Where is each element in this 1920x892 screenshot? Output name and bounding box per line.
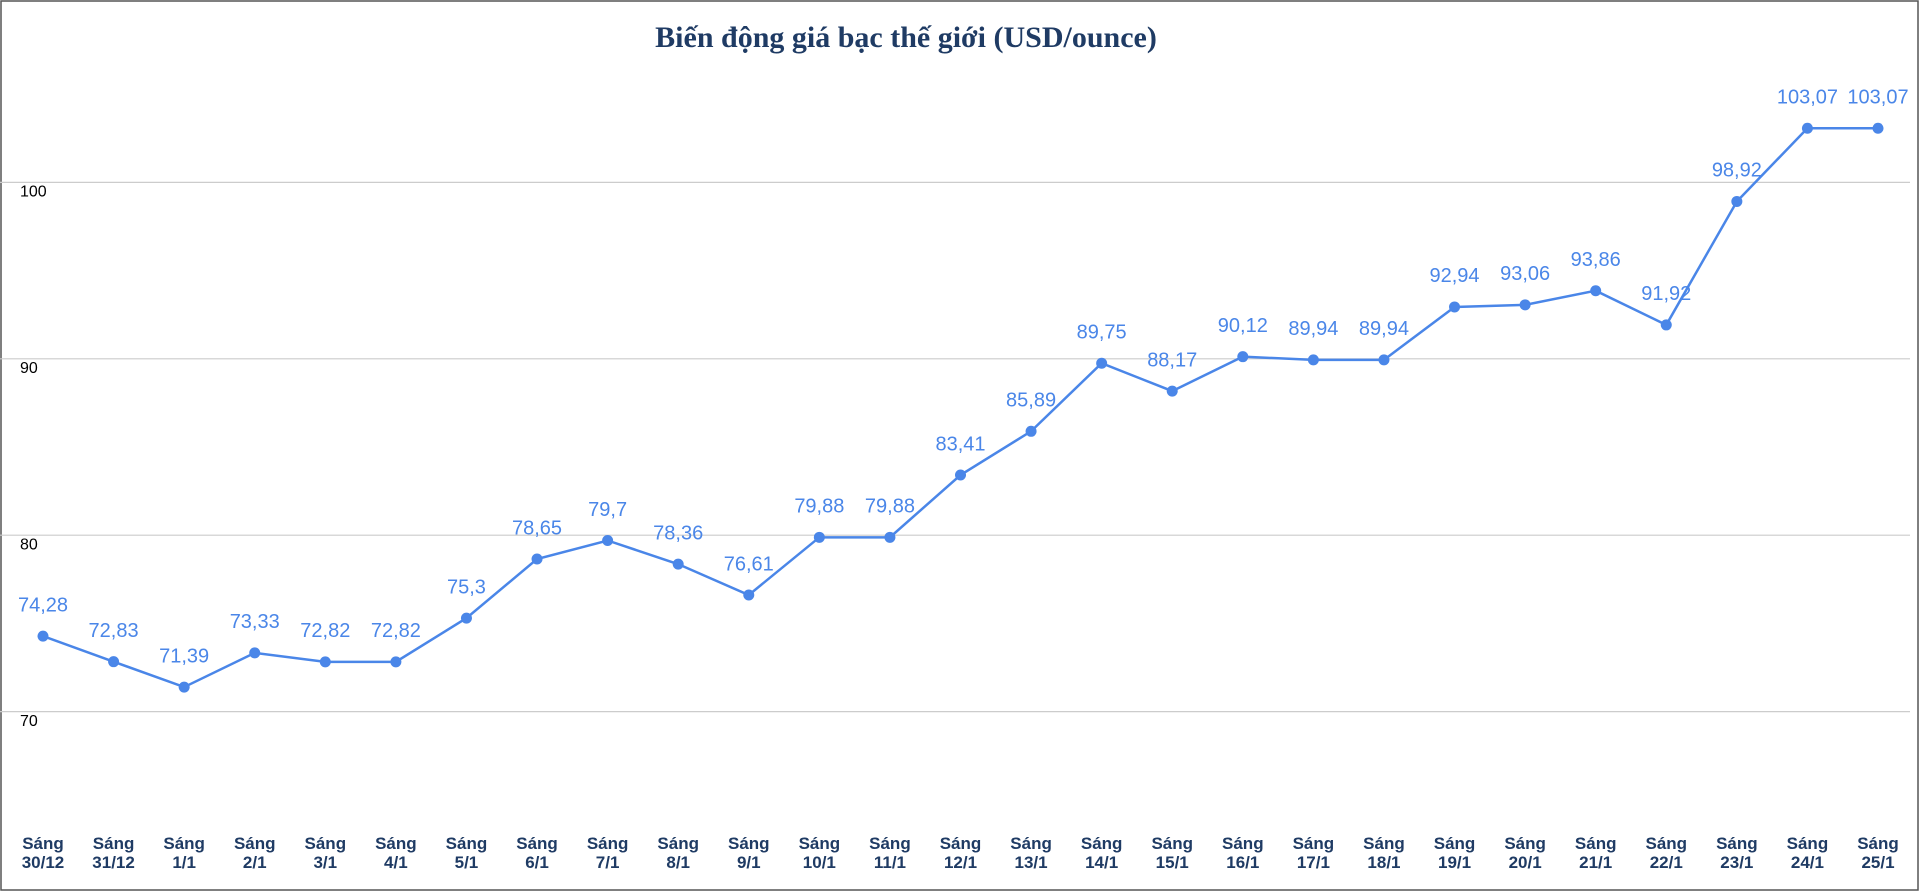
x-tick-label: Sáng 24/1: [1786, 834, 1829, 872]
x-tick-label: Sáng 17/1: [1292, 834, 1335, 872]
x-tick-label: Sáng 25/1: [1857, 834, 1899, 872]
y-tick-label: 70: [20, 713, 38, 730]
value-label: 72,83: [89, 620, 139, 642]
value-label: 79,88: [794, 496, 844, 518]
x-tick-label: Sáng 8/1: [657, 834, 699, 872]
x-tick-label: Sáng 22/1: [1645, 834, 1688, 872]
point: [1307, 354, 1319, 366]
x-tick-label: Sáng 20/1: [1504, 834, 1546, 872]
x-tick-label: Sáng 12/1: [939, 834, 982, 872]
x-tick-label: Sáng 6/1: [516, 834, 558, 872]
point: [1237, 351, 1249, 363]
x-tick-label: Sáng 4/1: [375, 834, 417, 872]
y-tick-label: 80: [20, 536, 38, 553]
value-label: 89,94: [1359, 318, 1409, 340]
value-label: 89,94: [1288, 318, 1338, 340]
point: [460, 612, 472, 624]
value-label: 79,88: [865, 496, 915, 518]
value-label: 72,82: [300, 620, 350, 642]
x-tick-label: Sáng 5/1: [445, 834, 488, 872]
point: [108, 656, 120, 668]
point: [955, 469, 966, 481]
value-label: 78,36: [653, 522, 703, 544]
value-label: 98,92: [1712, 160, 1762, 182]
x-tick-label: Sáng 30/12: [21, 834, 65, 872]
value-label: 83,41: [935, 433, 985, 455]
value-label: 79,7: [588, 499, 627, 521]
point: [37, 630, 49, 642]
x-tick-label: Sáng 9/1: [727, 834, 770, 872]
point: [1449, 301, 1461, 313]
line: [42, 126, 1878, 689]
x-tick-label: Sáng 2/1: [233, 834, 276, 872]
point: [178, 681, 190, 693]
point: [672, 558, 684, 570]
point: [1166, 385, 1178, 397]
value-label: 76,61: [724, 553, 774, 575]
value-label: 103,07: [1777, 87, 1838, 109]
chart-title: Biến động giá bạc thế giới (USD/ounce): [655, 21, 1157, 54]
value-label: 78,65: [512, 517, 562, 539]
point: [602, 534, 614, 546]
x-tick-label: Sáng 10/1: [798, 834, 841, 872]
y-tick-label: 100: [20, 184, 47, 201]
point: [1731, 195, 1743, 207]
x-tick-label: Sáng 14/1: [1080, 834, 1123, 872]
x-tick-label: Sáng 18/1: [1363, 834, 1405, 872]
y-tick-label: 90: [20, 360, 38, 377]
point: [1025, 425, 1037, 437]
x-tick-label: Sáng 16/1: [1222, 834, 1264, 872]
x-tick-label: Sáng 15/1: [1151, 834, 1193, 872]
x-tick-label: Sáng 1/1: [163, 834, 205, 872]
value-label: 88,17: [1147, 349, 1197, 371]
value-label: 73,33: [230, 611, 280, 633]
x-tick-label: Sáng 21/1: [1574, 834, 1617, 872]
x-tick-label: Sáng 11/1: [869, 834, 911, 872]
value-label: 72,82: [371, 620, 421, 642]
point: [884, 531, 896, 543]
point: [1378, 354, 1390, 366]
value-label: 74,28: [18, 594, 68, 616]
x-tick-label: Sáng 19/1: [1433, 834, 1476, 872]
value-label: 91,92: [1641, 283, 1691, 305]
point: [249, 647, 261, 659]
point: [319, 656, 331, 668]
point: [813, 531, 825, 543]
point: [1872, 122, 1884, 134]
x-tick-label: Sáng 31/12: [92, 834, 135, 872]
value-label: 75,3: [447, 576, 486, 598]
point: [531, 553, 543, 565]
x-tick-label: Sáng 3/1: [304, 834, 347, 872]
x-tick-label: Sáng 13/1: [1010, 834, 1052, 872]
point: [1801, 122, 1813, 134]
x-tick-label: Sáng 7/1: [586, 834, 629, 872]
point: [1096, 357, 1108, 369]
x-tick-label: Sáng 23/1: [1716, 834, 1758, 872]
point: [1519, 299, 1531, 311]
value-label: 93,06: [1500, 263, 1550, 285]
point: [390, 656, 402, 668]
value-label: 92,94: [1430, 265, 1480, 287]
point: [1590, 285, 1602, 297]
point: [1660, 319, 1672, 331]
value-label: 89,75: [1077, 321, 1127, 343]
value-label: 93,86: [1571, 249, 1621, 271]
value-label: 71,39: [159, 645, 209, 667]
value-label: 85,89: [1006, 390, 1056, 412]
value-label: 103,07: [1847, 87, 1908, 109]
value-label: 90,12: [1218, 315, 1268, 337]
point: [743, 589, 755, 601]
